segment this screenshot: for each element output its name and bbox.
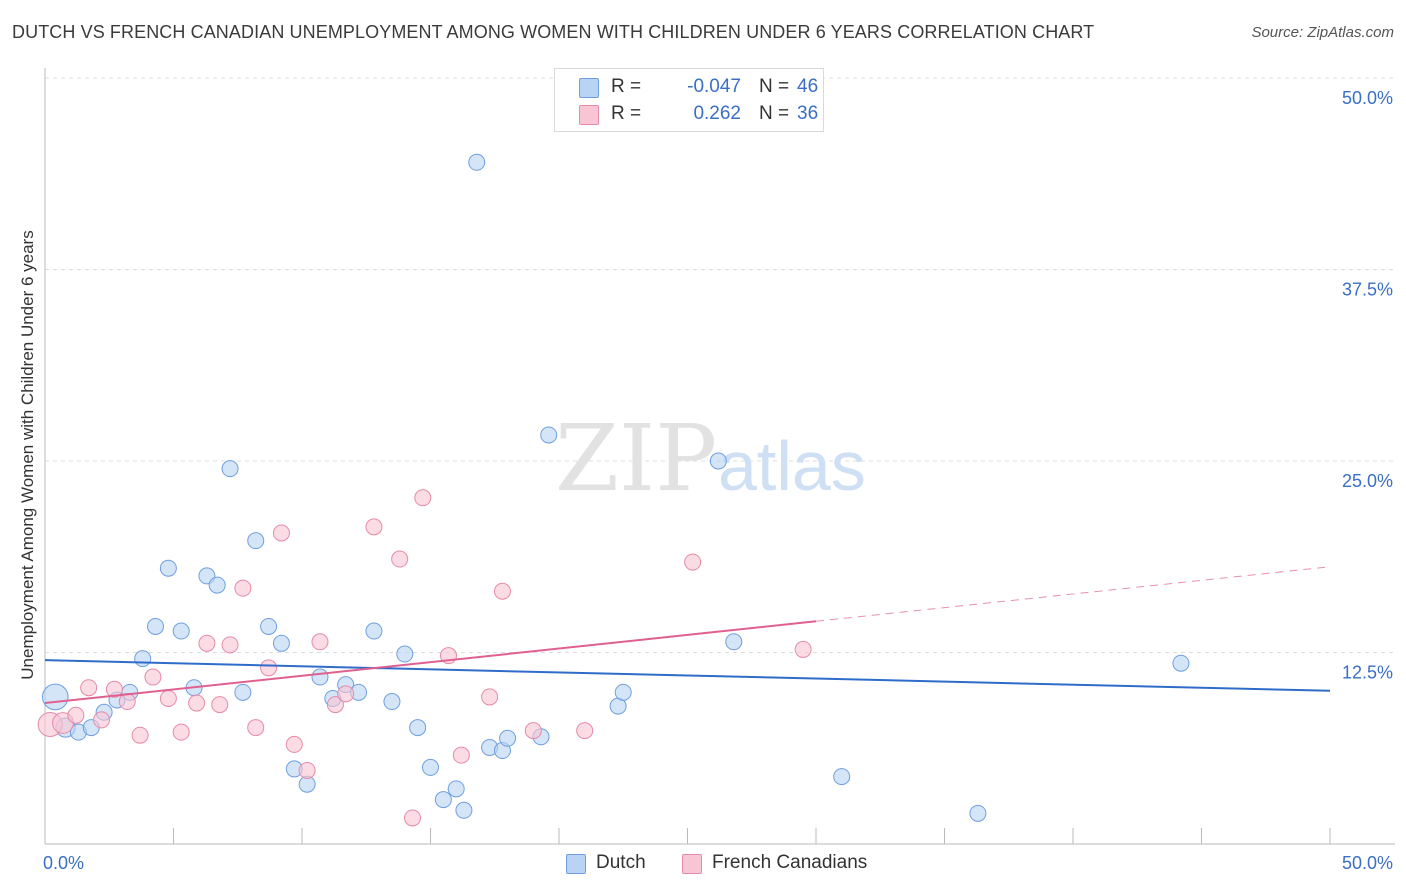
dutch-point [969, 804, 987, 822]
french-point [337, 685, 355, 703]
dutch-point [833, 768, 851, 786]
chart-title: DUTCH VS FRENCH CANADIAN UNEMPLOYMENT AM… [12, 22, 1095, 42]
french-n-label: N = [759, 103, 790, 124]
french-point [131, 726, 149, 744]
dutch-point [422, 758, 439, 776]
french-n-value: 36 [797, 103, 819, 124]
dutch-point [614, 683, 632, 701]
french-swatch [579, 105, 599, 125]
y-tick-label: 25.0% [1342, 471, 1393, 491]
dutch-point [234, 683, 252, 701]
french-point [391, 550, 409, 568]
dutch-point [41, 683, 69, 711]
dutch-point [383, 693, 401, 711]
french-legend-label: French Canadians [712, 852, 868, 873]
watermark-zip: ZIP [555, 405, 717, 512]
french-point [414, 489, 432, 507]
dutch-point [272, 634, 290, 652]
dutch-point [247, 532, 265, 550]
dutch-point [396, 645, 414, 663]
source-credit: Source: ZipAtlas.com [1251, 24, 1394, 41]
dutch-point [311, 668, 329, 686]
french-point [684, 553, 702, 571]
french-point [221, 636, 239, 654]
french-point [159, 689, 177, 707]
french-point [272, 524, 290, 542]
french-point [80, 679, 98, 697]
french-point [188, 694, 206, 712]
french-point [404, 809, 422, 827]
dutch-point [365, 622, 383, 640]
y-tick-label: 50.0% [1342, 88, 1393, 108]
french-point [311, 633, 329, 651]
french-point [365, 518, 383, 536]
french-point [172, 723, 190, 741]
correlation-legend: R = -0.047 N = 46 R = 0.262 N = 36 [554, 68, 824, 132]
dutch-point [725, 633, 743, 651]
dutch-point [409, 719, 427, 737]
dutch-point [260, 617, 278, 635]
french-r-value: 0.262 [693, 103, 741, 124]
french-point [326, 696, 344, 714]
french-trend-line [44, 620, 817, 705]
points-layer [37, 153, 1190, 827]
french-point [285, 735, 303, 753]
dutch-point [468, 153, 486, 171]
french-point [452, 746, 470, 764]
french-point [93, 711, 111, 729]
french-point [67, 706, 85, 724]
french-point [198, 634, 216, 652]
dutch-point [455, 801, 473, 819]
dutch-r-label: R = [611, 76, 642, 97]
dutch-point [1172, 654, 1190, 672]
dutch-point [434, 791, 452, 809]
dutch-point [134, 650, 152, 668]
french-point [260, 659, 278, 677]
dutch-legend-label: Dutch [596, 852, 646, 873]
dutch-trend-line [44, 659, 1331, 692]
french-point [576, 722, 594, 740]
dutch-point [172, 622, 190, 640]
french-r-label: R = [611, 103, 642, 124]
y-axis-label: Unemployment Among Women with Children U… [18, 230, 37, 680]
french-point [211, 696, 229, 714]
dutch-point [159, 559, 177, 577]
french-point [481, 688, 499, 706]
french-point [234, 579, 252, 597]
french-point [794, 640, 812, 658]
dutch-point [221, 460, 239, 478]
dutch-point [709, 452, 727, 470]
french-point [493, 582, 511, 600]
french-point [247, 719, 265, 737]
y-tick-label: 37.5% [1342, 280, 1393, 300]
dutch-swatch [579, 78, 599, 98]
french-point [144, 668, 162, 686]
dutch-r-value: -0.047 [687, 76, 741, 97]
french-point [105, 680, 123, 698]
french-point [524, 722, 542, 740]
dutch-n-label: N = [759, 76, 790, 97]
dutch-point [499, 729, 517, 747]
x-tick-label-min: 0.0% [43, 853, 84, 873]
dutch-point [208, 576, 226, 594]
x-tick-label-max: 50.0% [1342, 853, 1393, 873]
dutch-point [540, 426, 558, 444]
french-point [298, 761, 316, 779]
trend-layer [44, 566, 1331, 705]
dutch-point [447, 780, 465, 798]
grid-layer [45, 77, 1395, 653]
watermark: ZIP atlas [555, 405, 866, 512]
watermark-atlas: atlas [718, 427, 866, 505]
french-trend-extension [815, 566, 1331, 622]
y-tick-label: 12.5% [1342, 663, 1393, 683]
dutch-legend-swatch [566, 854, 586, 874]
dutch-point [147, 617, 165, 635]
dutch-n-value: 46 [797, 76, 819, 97]
french-legend-swatch [682, 854, 702, 874]
